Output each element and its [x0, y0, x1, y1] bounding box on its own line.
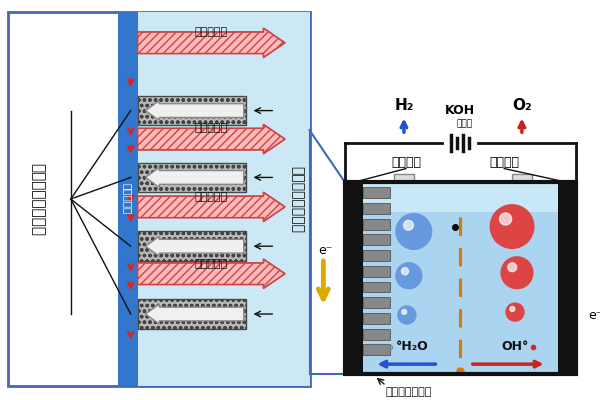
Bar [362, 182, 558, 212]
Circle shape [501, 257, 533, 288]
Bar [362, 297, 390, 308]
FancyArrow shape [145, 304, 244, 324]
Bar [137, 232, 246, 261]
Circle shape [508, 263, 517, 272]
Circle shape [500, 213, 512, 225]
Bar [137, 232, 246, 261]
Bar [137, 163, 246, 192]
FancyArrow shape [145, 168, 244, 187]
Bar [137, 299, 246, 329]
Text: 水素の流れ: 水素の流れ [195, 259, 228, 269]
Bar [362, 344, 390, 355]
Bar [362, 282, 390, 292]
Bar [137, 163, 246, 192]
Bar [137, 299, 246, 329]
Text: 水素の流れ: 水素の流れ [195, 123, 228, 133]
Bar [362, 187, 390, 198]
Bar [512, 174, 532, 182]
Text: ハニカム多孔質: ハニカム多孔質 [386, 387, 432, 397]
Text: e⁻: e⁻ [318, 244, 332, 257]
Bar [345, 182, 362, 374]
FancyArrow shape [137, 192, 285, 222]
Bar [558, 182, 576, 374]
FancyArrow shape [145, 101, 244, 120]
Circle shape [398, 306, 416, 324]
Circle shape [396, 263, 422, 288]
Circle shape [490, 205, 533, 248]
FancyArrow shape [145, 236, 244, 256]
Circle shape [510, 306, 515, 312]
Circle shape [506, 303, 524, 321]
Circle shape [402, 310, 407, 314]
Text: 水素の流れ: 水素の流れ [195, 192, 228, 202]
Bar [394, 174, 414, 182]
Text: ハニカム多孔質体: ハニカム多孔質体 [290, 166, 304, 232]
Text: 毛管力による液流: 毛管力による液流 [30, 162, 45, 236]
Bar [362, 234, 390, 245]
Bar [362, 313, 390, 324]
Text: e⁻: e⁻ [589, 308, 600, 322]
Text: H₂: H₂ [394, 98, 413, 113]
Text: 水溶液: 水溶液 [457, 119, 473, 128]
Bar [345, 182, 576, 374]
Bar [362, 182, 558, 374]
Circle shape [401, 268, 409, 275]
Text: OH°: OH° [502, 340, 529, 353]
Bar [362, 219, 390, 230]
Text: °H₂O: °H₂O [395, 340, 428, 353]
Bar [137, 96, 246, 125]
Bar [137, 96, 246, 125]
Bar [362, 250, 390, 261]
Text: アノード: アノード [489, 156, 519, 169]
FancyArrow shape [137, 124, 285, 154]
Circle shape [396, 214, 431, 249]
FancyArrow shape [137, 259, 285, 288]
Text: 反応電極面: 反応電極面 [123, 184, 133, 215]
Bar [362, 266, 390, 277]
Bar [128, 12, 310, 386]
Bar [8, 12, 310, 386]
Bar [362, 203, 390, 214]
Circle shape [404, 220, 413, 230]
Bar [362, 329, 390, 340]
Text: O₂: O₂ [512, 98, 532, 113]
FancyArrow shape [137, 28, 285, 58]
Text: 水素の流れ: 水素の流れ [195, 27, 228, 37]
Text: カソード: カソード [391, 156, 421, 169]
Text: KOH: KOH [445, 104, 475, 117]
Bar [118, 12, 137, 386]
